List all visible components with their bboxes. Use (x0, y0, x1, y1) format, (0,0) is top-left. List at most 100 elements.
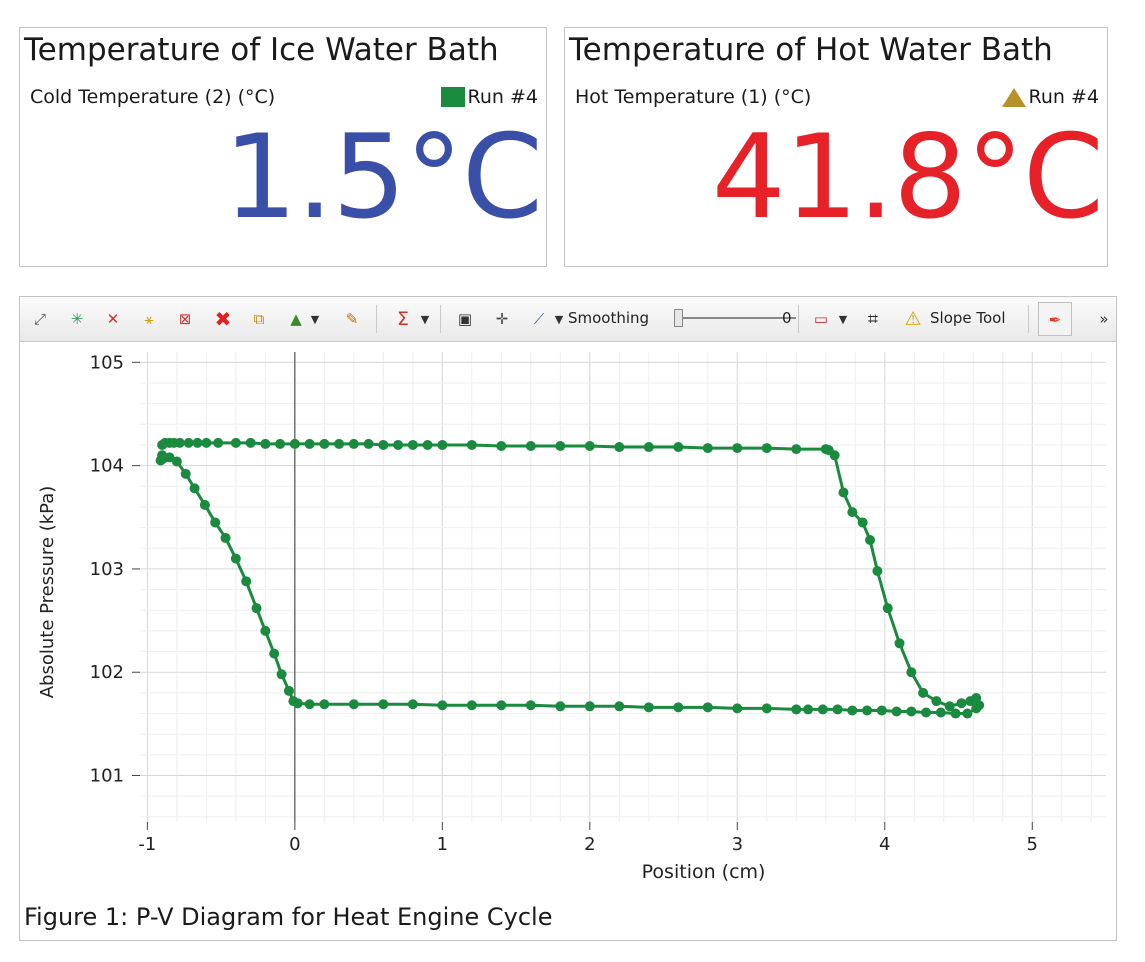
data-point (269, 648, 280, 659)
chevron-down-icon[interactable]: ▼ (420, 312, 430, 326)
color-palette-icon[interactable]: ▲ (290, 310, 302, 328)
data-point (950, 708, 961, 719)
smoothing-label: Smoothing (568, 309, 650, 327)
data-point (876, 705, 887, 716)
warning-icon: ⚠ (904, 308, 922, 330)
remove-coordinates-icon[interactable]: ✕ (106, 310, 120, 328)
x-axis-label: Position (cm) (642, 861, 766, 883)
statistics-sigma-icon[interactable]: Σ (396, 308, 409, 330)
data-point (260, 625, 271, 636)
data-point (944, 701, 955, 712)
data-point (643, 702, 654, 713)
data-point (319, 699, 330, 710)
graph-toolbar: ⤢ ✳ ✕ ⚹ ⊠ ✖ ⧉ ▲ ▼ ✎ Σ ▼ ▣ ✛ ⟋ ▼ Smoothin… (20, 297, 1116, 342)
data-point (283, 685, 294, 696)
data-point (857, 517, 868, 528)
add-coordinates-icon[interactable]: ✳ (70, 310, 84, 328)
crosshair-coordinates-icon[interactable]: ✛ (495, 310, 509, 328)
data-point (304, 699, 315, 710)
data-point (157, 450, 168, 461)
run-legend: Run #4 (440, 86, 538, 108)
data-point (555, 441, 566, 451)
data-point (260, 438, 271, 449)
slope-tool-label[interactable]: Slope Tool (930, 309, 1006, 327)
data-point (865, 535, 876, 545)
sensor-label: Cold Temperature (2) (°C) (30, 86, 276, 108)
data-point (872, 565, 883, 576)
data-point (732, 443, 743, 454)
data-point (584, 701, 595, 712)
data-point (732, 703, 743, 714)
pv-diagram-chart[interactable]: -1 0 1 2 3 4 5 101 102 103 104 105 Position (cm) Abso… (20, 297, 1116, 897)
copy-icon[interactable]: ⧉ (253, 310, 265, 328)
data-point (838, 487, 849, 498)
data-point (906, 706, 917, 717)
data-point (466, 700, 477, 711)
delete-icon[interactable]: ✖ (214, 307, 232, 331)
data-point (183, 437, 194, 448)
data-point (241, 576, 252, 587)
y-axis-label: Absolute Pressure (kPa) (37, 486, 58, 699)
camera-snapshot-icon[interactable]: ▣ (457, 310, 473, 328)
data-point (422, 439, 433, 450)
figure-caption: Figure 1: P-V Diagram for Heat Engine Cy… (24, 903, 553, 931)
data-point (862, 705, 873, 716)
x-tick-label: 5 (1027, 834, 1038, 855)
smoothing-slider-thumb[interactable] (674, 309, 683, 327)
data-point (363, 438, 374, 449)
y-tick-label: 105 (90, 352, 124, 373)
data-point (230, 437, 241, 448)
curve-fit-icon[interactable]: ⟋ (533, 310, 545, 328)
chevron-down-icon[interactable]: ▼ (838, 312, 848, 326)
data-point (847, 705, 858, 716)
toolbar-separator (440, 305, 441, 333)
pin-icon: ✒ (1048, 311, 1062, 329)
data-point (931, 696, 942, 707)
toolbar-separator (376, 305, 377, 333)
highlight-range-icon[interactable]: ⚹ (144, 310, 154, 328)
data-point (378, 439, 389, 450)
y-tick-label: 101 (90, 766, 124, 787)
cold-temperature-meter[interactable]: Temperature of Ice Water Bath Cold Tempe… (19, 27, 547, 267)
data-point (643, 442, 654, 453)
data-point (407, 699, 418, 710)
data-point (378, 699, 389, 710)
chevron-down-icon[interactable]: ▼ (554, 312, 564, 326)
overflow-chevron-icon[interactable]: » (1099, 310, 1109, 328)
data-point (210, 517, 221, 528)
chevron-down-icon[interactable]: ▼ (310, 312, 320, 326)
data-point (956, 698, 967, 709)
hot-temperature-meter[interactable]: Temperature of Hot Water Bath Hot Temper… (564, 27, 1108, 267)
data-point (673, 442, 684, 453)
axis-scale-icon[interactable]: ⌗ (867, 308, 879, 330)
data-point (891, 706, 902, 717)
x-tick-label: 2 (584, 834, 595, 855)
data-point (304, 438, 315, 449)
data-point (614, 701, 625, 712)
data-point (847, 507, 858, 518)
data-point (199, 499, 210, 510)
data-point (245, 437, 256, 448)
sensor-label: Hot Temperature (1) (°C) (575, 86, 812, 108)
smoothing-slider-track[interactable] (680, 317, 796, 319)
data-point (829, 450, 840, 461)
x-tick-label: 1 (437, 834, 448, 855)
data-point (525, 700, 536, 711)
data-point (832, 704, 843, 715)
data-point (189, 483, 200, 494)
data-point (702, 443, 713, 454)
scale-to-fit-icon[interactable]: ⤢ (33, 310, 46, 328)
y-tick-label: 102 (90, 662, 124, 683)
graph-layout-icon[interactable]: ▭ (813, 310, 829, 328)
toolbar-separator (798, 305, 799, 333)
pin-button[interactable]: ✒ (1038, 302, 1072, 336)
x-tick-label: 0 (289, 834, 300, 855)
data-point (962, 708, 973, 719)
data-point (289, 438, 300, 449)
annotation-pen-icon[interactable]: ✎ (345, 310, 359, 328)
data-point (213, 437, 224, 448)
data-point (348, 438, 359, 449)
data-point (702, 702, 713, 713)
clear-range-icon[interactable]: ⊠ (178, 310, 192, 328)
data-point (921, 707, 932, 718)
